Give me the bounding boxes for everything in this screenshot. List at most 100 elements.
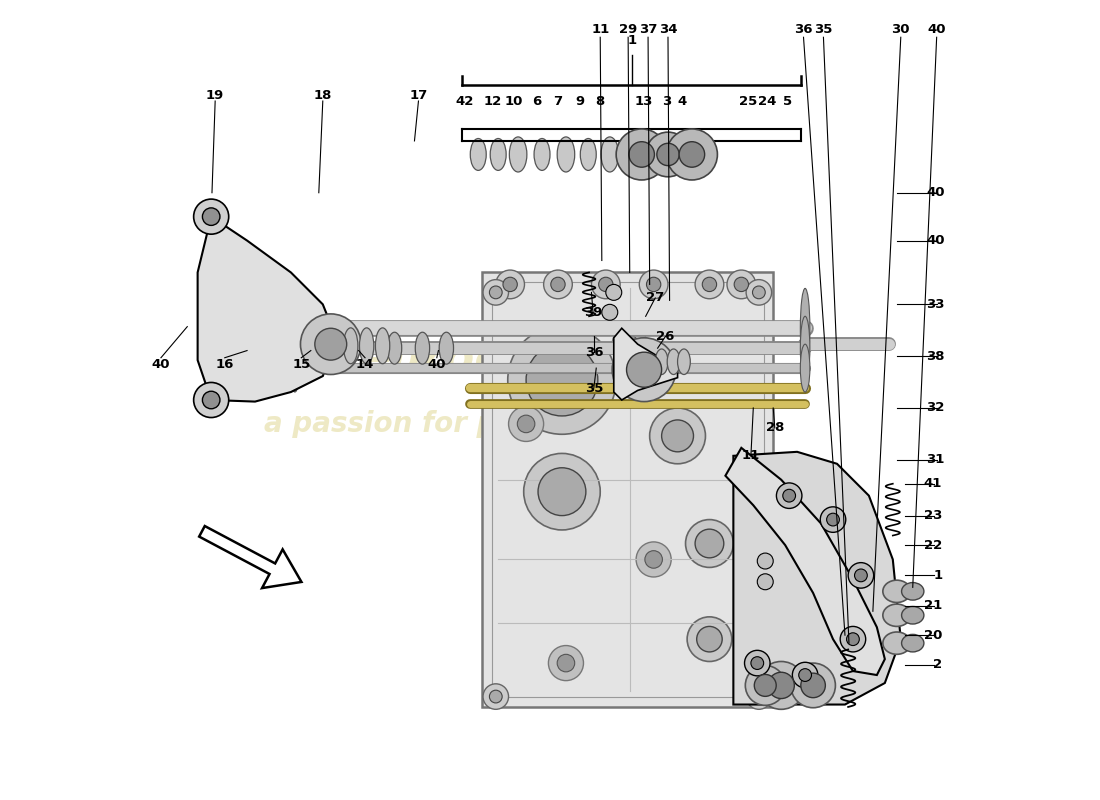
Ellipse shape [883, 580, 911, 602]
Text: 4: 4 [678, 95, 688, 108]
Text: 40: 40 [926, 186, 945, 199]
Circle shape [524, 454, 601, 530]
Circle shape [821, 507, 846, 532]
Text: 40: 40 [927, 22, 946, 36]
Circle shape [801, 673, 825, 698]
Polygon shape [198, 217, 331, 402]
Ellipse shape [883, 632, 911, 654]
Circle shape [695, 270, 724, 298]
Ellipse shape [290, 288, 299, 368]
Circle shape [840, 626, 866, 652]
Circle shape [300, 314, 361, 374]
Circle shape [826, 514, 839, 526]
Circle shape [799, 669, 812, 682]
Text: 18: 18 [314, 89, 332, 102]
Ellipse shape [902, 634, 924, 652]
Circle shape [661, 420, 693, 452]
Text: 38: 38 [926, 350, 945, 362]
Circle shape [645, 550, 662, 568]
Circle shape [679, 142, 705, 167]
Text: 27: 27 [646, 291, 664, 305]
Circle shape [636, 542, 671, 577]
Circle shape [613, 326, 647, 362]
Circle shape [650, 408, 705, 464]
Text: 20: 20 [924, 629, 943, 642]
Text: 17: 17 [409, 89, 428, 102]
Circle shape [483, 280, 508, 305]
Text: 16: 16 [216, 358, 234, 370]
Circle shape [627, 352, 661, 387]
Circle shape [202, 391, 220, 409]
Circle shape [602, 304, 618, 320]
Text: a passion for performance: a passion for performance [264, 410, 676, 438]
Circle shape [194, 199, 229, 234]
Polygon shape [199, 526, 301, 588]
Circle shape [526, 344, 597, 416]
Circle shape [667, 129, 717, 180]
Ellipse shape [491, 138, 506, 170]
Circle shape [517, 415, 535, 433]
Text: 13: 13 [635, 95, 653, 108]
Text: 12: 12 [484, 95, 502, 108]
Text: 11: 11 [741, 450, 760, 462]
Circle shape [543, 270, 572, 298]
Text: 6: 6 [531, 95, 541, 108]
Circle shape [696, 626, 723, 652]
Ellipse shape [678, 349, 691, 374]
Circle shape [746, 666, 785, 706]
Ellipse shape [535, 138, 550, 170]
Circle shape [558, 654, 574, 672]
Circle shape [752, 690, 766, 703]
Circle shape [757, 662, 805, 710]
Circle shape [752, 286, 766, 298]
Ellipse shape [360, 328, 374, 364]
Circle shape [315, 328, 346, 360]
Circle shape [746, 684, 771, 710]
Text: 22: 22 [924, 538, 943, 551]
Text: 36: 36 [584, 346, 603, 358]
Text: 33: 33 [926, 298, 945, 311]
Circle shape [685, 519, 734, 567]
Text: 31: 31 [926, 454, 945, 466]
Text: 24: 24 [759, 95, 777, 108]
Circle shape [592, 270, 620, 298]
Circle shape [751, 657, 763, 670]
Text: 36: 36 [794, 22, 813, 36]
Circle shape [777, 483, 802, 509]
Text: 8: 8 [595, 95, 604, 108]
Circle shape [551, 278, 565, 291]
Text: 34: 34 [659, 22, 678, 36]
Text: 42: 42 [455, 95, 474, 108]
Text: 23: 23 [924, 509, 943, 522]
Text: 15: 15 [293, 358, 310, 370]
Text: 40: 40 [926, 234, 945, 247]
Text: 40: 40 [428, 358, 446, 370]
Ellipse shape [902, 582, 924, 600]
Circle shape [538, 468, 586, 515]
Text: eurocars: eurocars [361, 338, 580, 382]
Circle shape [616, 129, 668, 180]
Text: 11: 11 [591, 22, 609, 36]
Circle shape [503, 278, 517, 291]
Circle shape [639, 270, 668, 298]
Ellipse shape [883, 604, 911, 626]
Text: 41: 41 [924, 478, 943, 490]
Circle shape [647, 278, 661, 291]
Circle shape [783, 490, 795, 502]
Circle shape [508, 326, 616, 434]
Text: 32: 32 [926, 402, 945, 414]
Ellipse shape [290, 344, 299, 392]
Text: 9: 9 [575, 95, 585, 108]
Ellipse shape [290, 316, 299, 380]
Text: 21: 21 [924, 599, 943, 612]
Circle shape [621, 335, 638, 353]
Text: 10: 10 [505, 95, 524, 108]
Text: 37: 37 [639, 22, 657, 36]
Circle shape [755, 674, 777, 696]
Circle shape [757, 574, 773, 590]
Circle shape [646, 132, 691, 177]
Ellipse shape [801, 344, 810, 392]
Circle shape [613, 338, 676, 402]
Ellipse shape [439, 332, 453, 364]
Text: 26: 26 [657, 330, 674, 342]
